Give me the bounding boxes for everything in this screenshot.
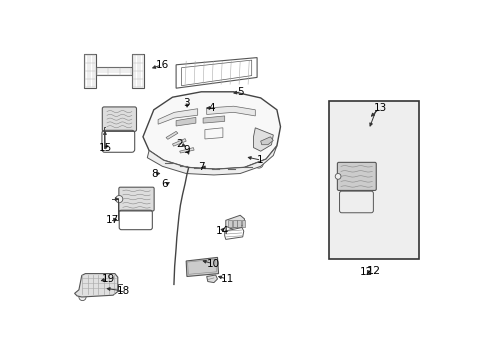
Polygon shape — [147, 146, 276, 175]
Polygon shape — [172, 139, 186, 146]
Polygon shape — [166, 131, 178, 139]
Bar — [228, 220, 231, 227]
Text: 6: 6 — [162, 179, 168, 189]
FancyBboxPatch shape — [337, 162, 375, 190]
Text: 2: 2 — [176, 139, 183, 149]
Text: 11: 11 — [221, 274, 234, 284]
Circle shape — [115, 195, 122, 203]
Text: 18: 18 — [117, 286, 130, 296]
Polygon shape — [142, 92, 280, 169]
Polygon shape — [206, 106, 255, 116]
Polygon shape — [176, 117, 196, 126]
Circle shape — [79, 293, 86, 301]
Text: 16: 16 — [156, 60, 169, 70]
Polygon shape — [206, 275, 217, 283]
Text: 13: 13 — [373, 103, 386, 113]
Text: 4: 4 — [208, 103, 215, 113]
FancyBboxPatch shape — [119, 187, 154, 211]
Polygon shape — [253, 128, 273, 151]
Polygon shape — [225, 215, 244, 229]
Polygon shape — [179, 148, 194, 153]
FancyBboxPatch shape — [102, 107, 136, 131]
Text: 19: 19 — [102, 274, 115, 284]
Text: 12: 12 — [366, 266, 380, 276]
Text: 9: 9 — [183, 145, 189, 156]
Text: 12: 12 — [359, 267, 372, 277]
Bar — [232, 220, 236, 227]
Polygon shape — [186, 257, 218, 276]
Bar — [328, 101, 418, 259]
Text: 1: 1 — [257, 155, 263, 165]
Circle shape — [335, 174, 340, 179]
Text: 10: 10 — [206, 258, 220, 269]
Polygon shape — [158, 109, 197, 124]
Text: 17: 17 — [106, 215, 119, 225]
Text: 7: 7 — [197, 162, 204, 172]
Text: 15: 15 — [99, 143, 112, 153]
Bar — [241, 220, 244, 227]
Text: 5: 5 — [237, 87, 244, 97]
Polygon shape — [260, 137, 273, 145]
Text: 8: 8 — [151, 168, 157, 179]
Bar — [237, 220, 241, 227]
Polygon shape — [203, 116, 224, 123]
Text: 3: 3 — [183, 98, 189, 108]
Polygon shape — [75, 274, 118, 297]
Text: 14: 14 — [215, 226, 228, 236]
